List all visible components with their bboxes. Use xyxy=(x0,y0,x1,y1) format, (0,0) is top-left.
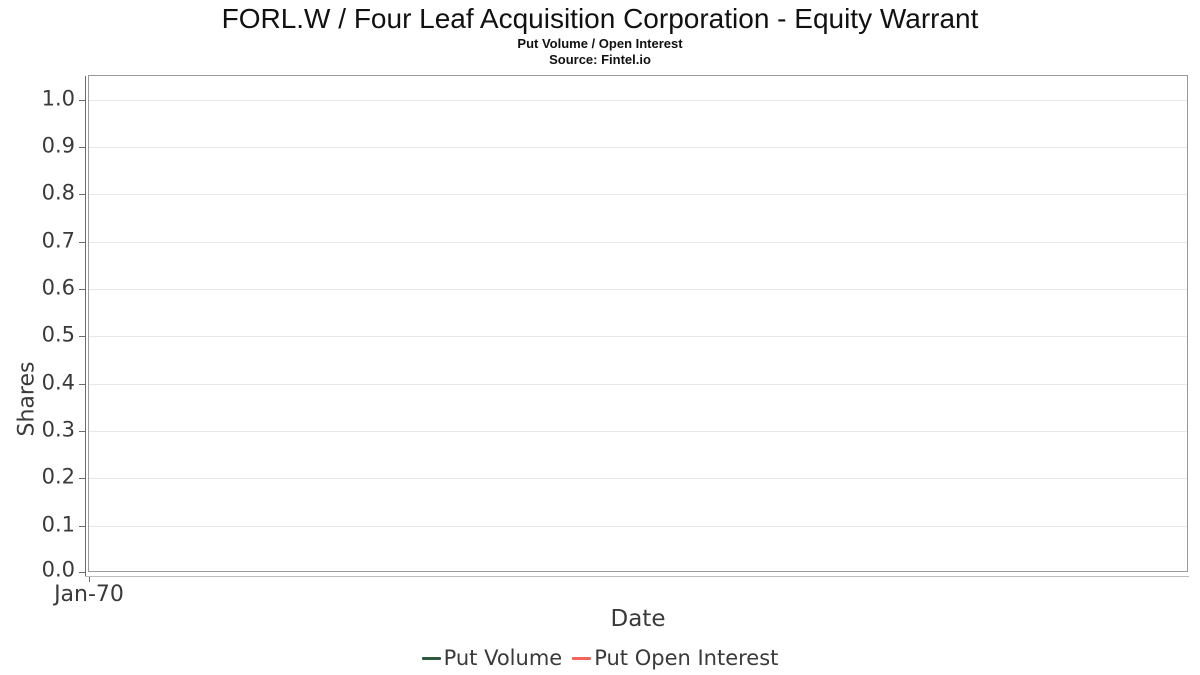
chart-source: Source: Fintel.io xyxy=(549,52,651,67)
y-tick-mark xyxy=(79,99,85,101)
chart-title: FORL.W / Four Leaf Acquisition Corporati… xyxy=(221,3,979,34)
y-tick-mark xyxy=(79,478,85,480)
x-tick-label: Jan-70 xyxy=(54,582,124,607)
chart-subtitle: Put Volume / Open Interest xyxy=(517,36,683,51)
y-axis-line xyxy=(85,76,86,577)
gridline xyxy=(89,431,1187,432)
y-tick-label: 0.5 xyxy=(41,322,75,347)
gridline xyxy=(89,289,1187,290)
y-tick-label: 0.9 xyxy=(41,133,75,158)
gridline xyxy=(89,525,1187,527)
x-axis-title: Date xyxy=(610,606,666,632)
y-tick-mark xyxy=(79,194,85,196)
plot-area: 0.0 0.1 0.2 0.3 0.4 0.5 0.6 0.7 0.8 0.9 1.0 Jan-70… xyxy=(15,75,1189,607)
y-tick-label: 0.3 xyxy=(41,417,75,442)
gridline xyxy=(89,147,1187,148)
y-tick-mark xyxy=(79,525,85,527)
y-tick-label: 0.1 xyxy=(41,512,75,537)
y-axis-title: Shares xyxy=(14,361,40,437)
y-tick-label: 0.7 xyxy=(41,228,75,253)
y-tick-label: 0.2 xyxy=(41,464,75,489)
legend: Put Volume Put Open Interest xyxy=(0,646,1200,670)
legend-label: Put Open Interest xyxy=(594,646,779,670)
gridline xyxy=(89,194,1187,196)
x-tick-mark xyxy=(89,577,90,582)
gridline xyxy=(89,336,1187,338)
y-tick-label: 1.0 xyxy=(41,86,75,111)
y-tick-label: 0.6 xyxy=(41,275,75,300)
y-tick-label: 0.4 xyxy=(41,370,75,395)
gridline xyxy=(89,99,1187,101)
y-tick-mark xyxy=(79,289,85,290)
y-tick-mark xyxy=(79,336,85,338)
y-tick-label: 0.8 xyxy=(41,180,75,205)
y-tick-mark xyxy=(79,431,85,432)
y-tick-mark xyxy=(79,241,85,243)
gridline xyxy=(89,383,1187,385)
x-axis-line xyxy=(85,576,1189,577)
y-tick-mark xyxy=(79,383,85,385)
y-tick-label: 0.0 xyxy=(41,557,75,582)
y-tick-mark xyxy=(79,147,85,148)
gridline xyxy=(89,241,1187,243)
legend-line-icon xyxy=(421,656,441,660)
legend-line-icon xyxy=(572,656,592,660)
legend-item: Put Volume xyxy=(421,646,563,670)
legend-label: Put Volume xyxy=(443,646,563,670)
gridline xyxy=(89,478,1187,480)
y-tick-mark xyxy=(79,572,85,573)
legend-item: Put Open Interest xyxy=(572,646,778,670)
